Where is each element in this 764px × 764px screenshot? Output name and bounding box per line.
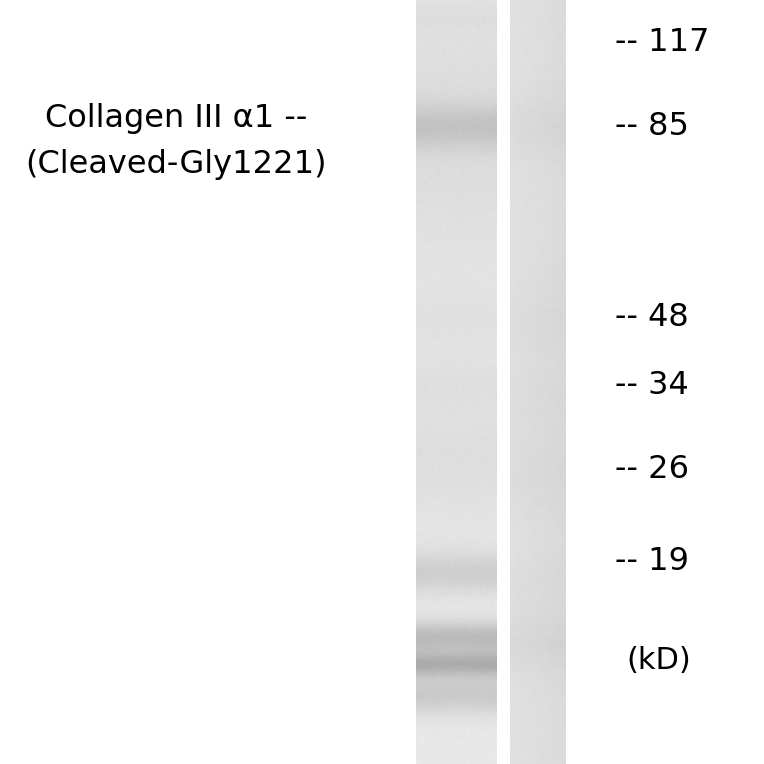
Text: -- 34: -- 34 — [615, 371, 689, 401]
Text: -- 26: -- 26 — [615, 455, 689, 485]
Text: (Cleaved-Gly1221): (Cleaved-Gly1221) — [25, 149, 326, 180]
Text: Collagen III α1 --: Collagen III α1 -- — [44, 103, 307, 134]
Text: -- 85: -- 85 — [615, 111, 689, 141]
Text: (kD): (kD) — [626, 646, 691, 675]
Text: -- 117: -- 117 — [615, 27, 710, 57]
Text: -- 19: -- 19 — [615, 546, 689, 577]
Text: -- 48: -- 48 — [615, 302, 689, 332]
